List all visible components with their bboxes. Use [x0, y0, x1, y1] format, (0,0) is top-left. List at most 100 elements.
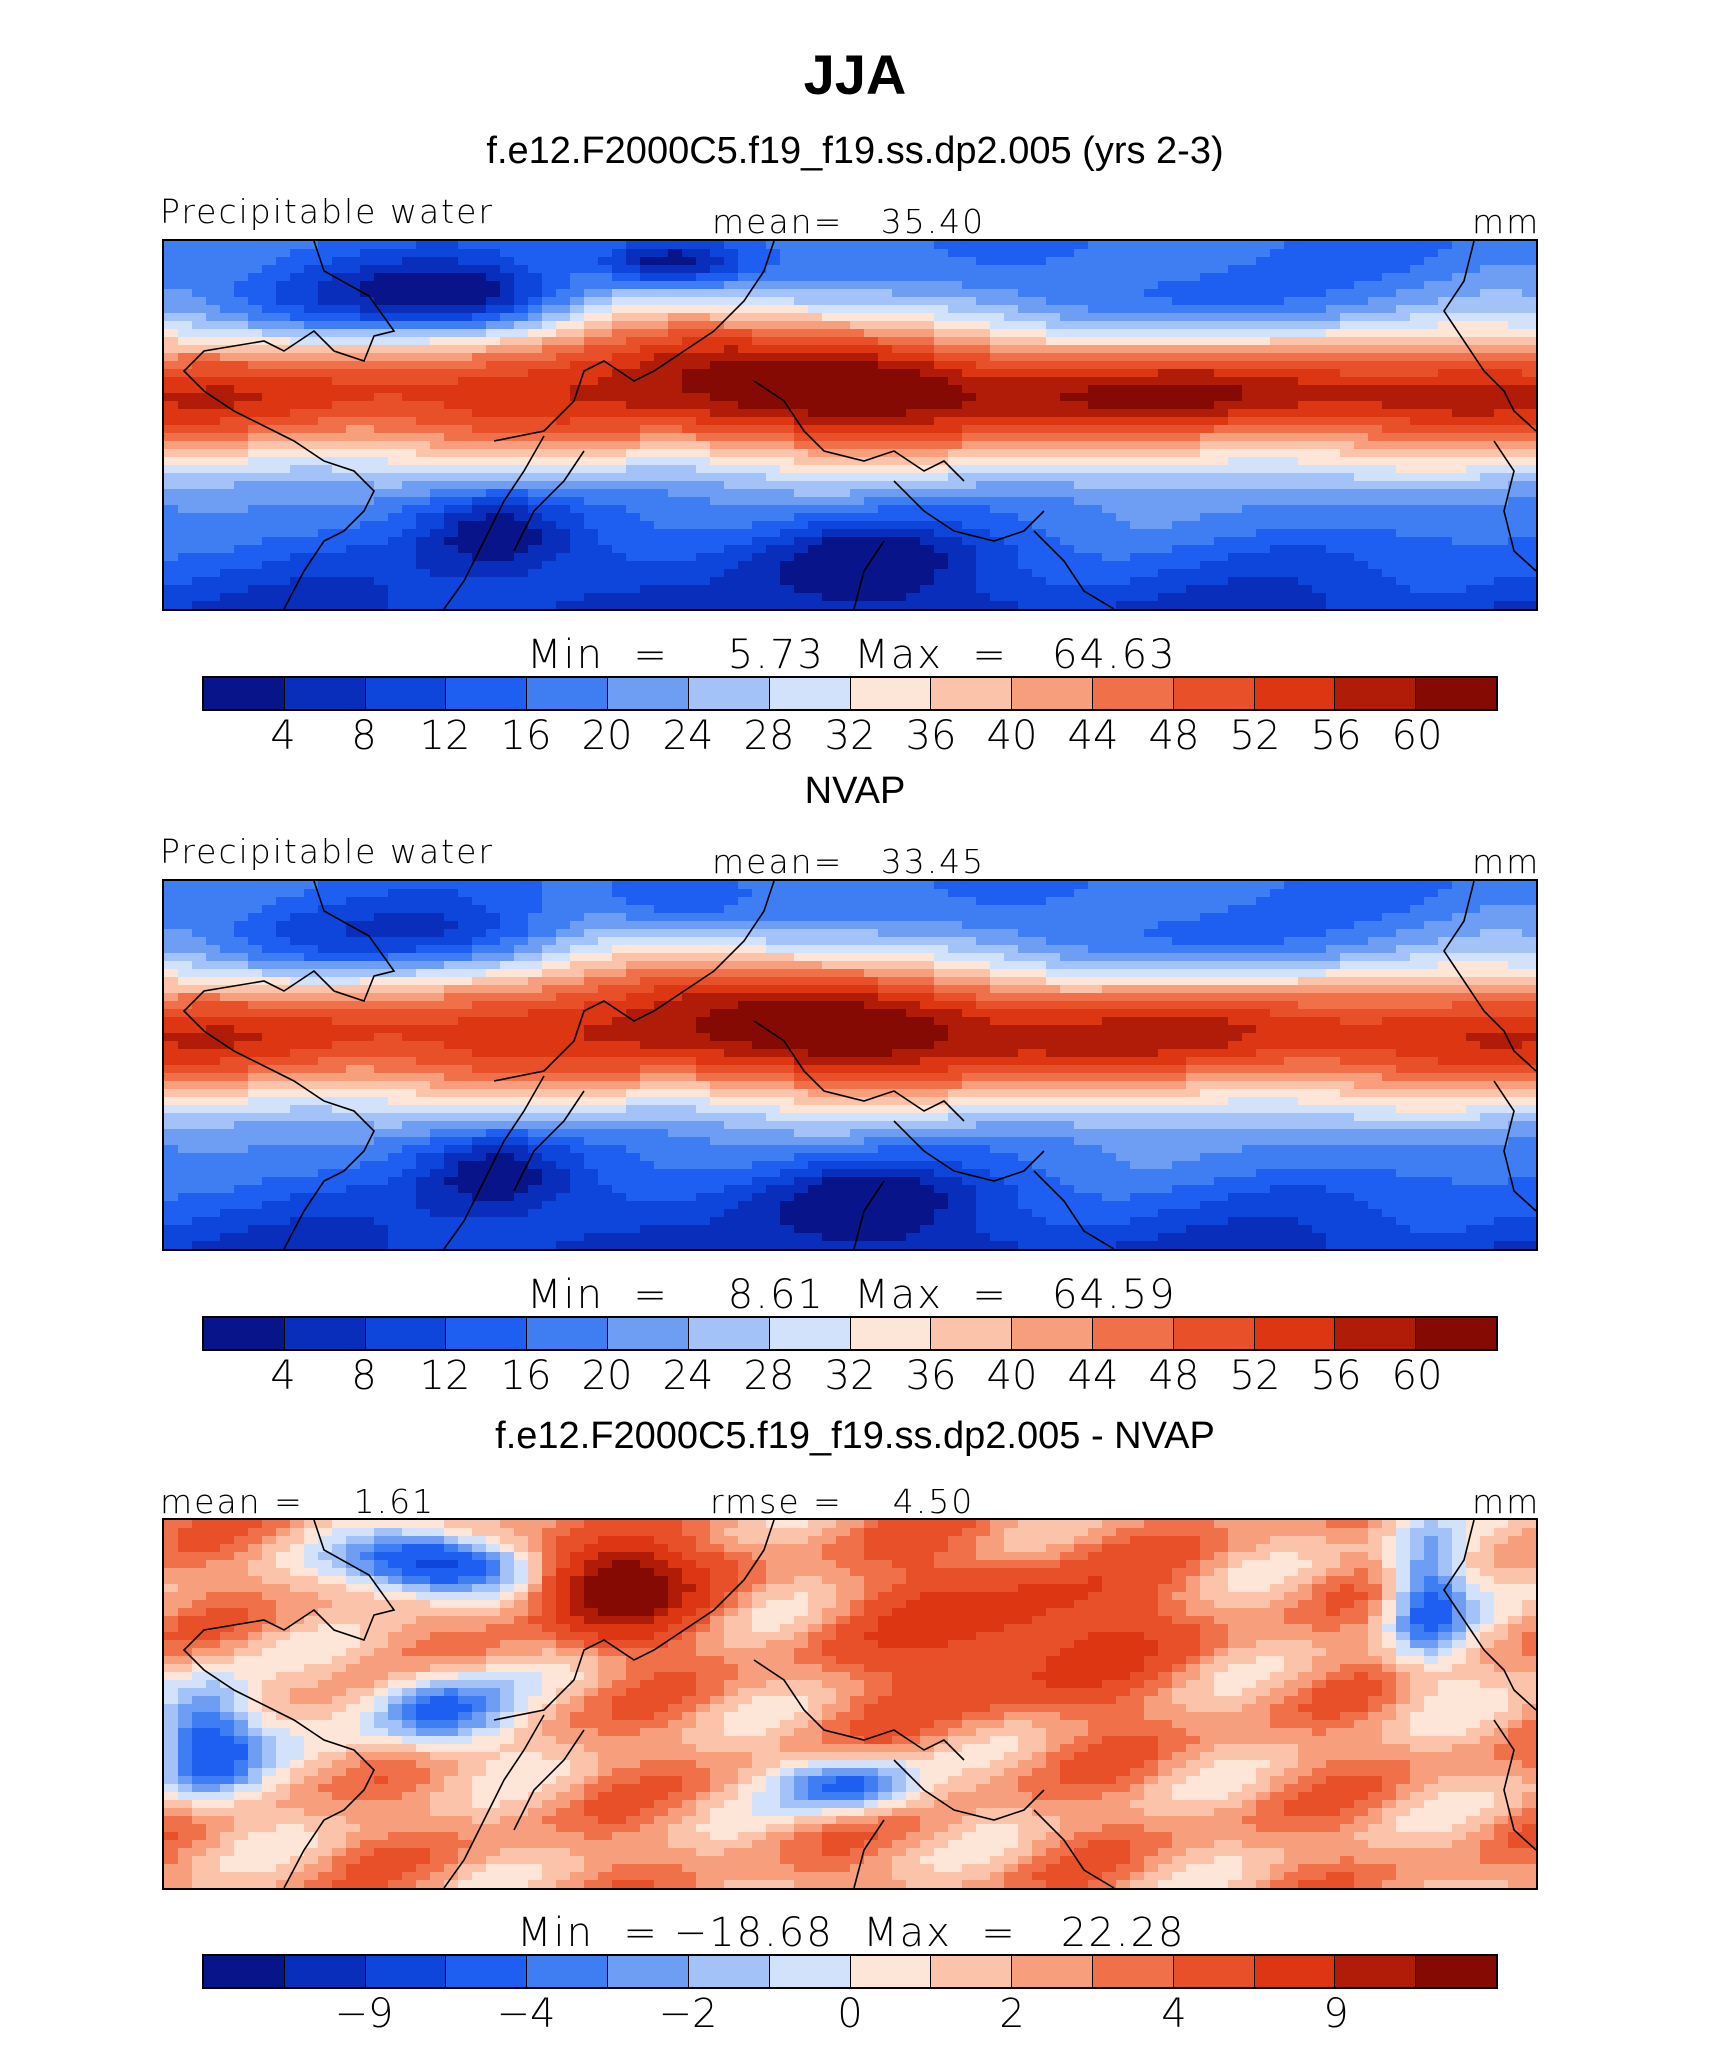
field-cell: [1074, 905, 1089, 914]
field-cell: [472, 337, 487, 346]
field-cell: [1186, 449, 1201, 458]
field-cell: [1102, 561, 1117, 570]
field-cell: [1522, 601, 1536, 609]
panel-2-left-label: Precipitable water: [160, 832, 494, 871]
field-cell: [290, 593, 305, 602]
field-cell: [542, 313, 557, 322]
field-cell: [374, 457, 389, 466]
field-cell: [444, 457, 459, 466]
field-cell: [1298, 361, 1313, 370]
field-cell: [1354, 601, 1369, 609]
field-cell: [1494, 337, 1509, 346]
field-cell: [990, 249, 1005, 258]
field-cell: [1354, 529, 1369, 538]
field-cell: [1396, 401, 1411, 410]
field-cell: [724, 249, 739, 258]
field-cell: [1298, 545, 1313, 554]
field-cell: [1060, 361, 1075, 370]
field-cell: [710, 513, 725, 522]
field-cell: [948, 593, 963, 602]
field-cell: [1116, 497, 1131, 506]
field-cell: [1340, 337, 1355, 346]
field-cell: [290, 345, 305, 354]
field-cell: [892, 385, 907, 394]
field-cell: [612, 313, 627, 322]
field-cell: [1494, 265, 1509, 274]
field-cell: [290, 385, 305, 394]
field-cell: [654, 593, 669, 602]
field-cell: [1522, 441, 1536, 450]
field-cell: [1508, 593, 1523, 602]
field-cell: [976, 345, 991, 354]
field-cell: [920, 401, 935, 410]
field-cell: [234, 257, 249, 266]
field-cell: [1046, 265, 1061, 274]
field-cell: [1508, 505, 1523, 514]
field-cell: [1368, 361, 1383, 370]
field-cell: [1060, 505, 1075, 514]
field-cell: [1270, 577, 1285, 586]
field-cell: [1032, 481, 1047, 490]
field-cell: [1060, 305, 1075, 314]
field-cell: [1438, 481, 1453, 490]
field-cell: [1060, 385, 1075, 394]
field-cell: [444, 409, 459, 418]
field-cell: [598, 425, 613, 434]
coastline: [753, 380, 965, 482]
field-cell: [1508, 481, 1523, 490]
field-cell: [1354, 889, 1369, 898]
field-cell: [626, 409, 641, 418]
field-cell: [276, 297, 291, 306]
field-cell: [346, 425, 361, 434]
field-cell: [1522, 521, 1536, 530]
field-cell: [1284, 433, 1299, 442]
field-cell: [1354, 489, 1369, 498]
field-cell: [864, 265, 879, 274]
field-cell: [668, 481, 683, 490]
field-cell: [990, 329, 1005, 338]
field-cell: [164, 457, 179, 466]
field-cell: [276, 345, 291, 354]
field-cell: [528, 249, 543, 258]
field-cell: [262, 449, 277, 458]
field-cell: [1354, 329, 1369, 338]
field-cell: [990, 377, 1005, 386]
field-cell: [1060, 489, 1075, 498]
field-cell: [1312, 569, 1327, 578]
field-cell: [1242, 361, 1257, 370]
field-cell: [164, 425, 179, 434]
field-cell: [1368, 537, 1383, 546]
field-cell: [584, 281, 599, 290]
field-cell: [1088, 529, 1103, 538]
field-cell: [990, 897, 1005, 906]
field-cell: [738, 281, 753, 290]
field-cell: [1284, 281, 1299, 290]
field-cell: [1144, 385, 1159, 394]
field-cell: [920, 521, 935, 530]
field-cell: [290, 497, 305, 506]
field-cell: [962, 449, 977, 458]
field-cell: [1200, 881, 1215, 890]
field-cell: [318, 345, 333, 354]
field-cell: [1116, 473, 1131, 482]
field-cell: [262, 377, 277, 386]
field-cell: [1018, 889, 1033, 898]
field-cell: [304, 593, 319, 602]
field-cell: [500, 241, 515, 250]
field-cell: [234, 425, 249, 434]
field-cell: [1298, 297, 1313, 306]
field-cell: [332, 273, 347, 282]
field-cell: [1522, 529, 1536, 538]
field-cell: [248, 561, 263, 570]
field-cell: [1438, 361, 1453, 370]
field-cell: [696, 321, 711, 330]
field-cell: [850, 297, 865, 306]
field-cell: [570, 465, 585, 474]
field-cell: [262, 289, 277, 298]
field-cell: [1368, 393, 1383, 402]
field-cell: [374, 313, 389, 322]
field-cell: [1396, 297, 1411, 306]
field-cell: [248, 369, 263, 378]
field-cell: [556, 321, 571, 330]
field-cell: [934, 481, 949, 490]
